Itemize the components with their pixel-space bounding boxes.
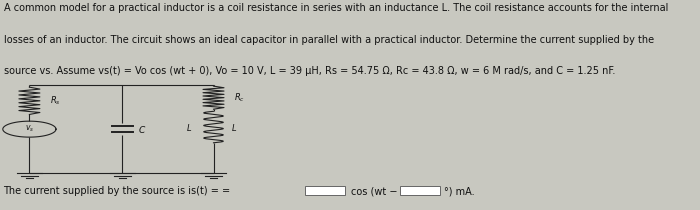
FancyBboxPatch shape bbox=[304, 186, 345, 195]
Text: $L$: $L$ bbox=[186, 122, 193, 133]
Text: source vs. Assume vs(t) = Vo cos (wt + 0), Vo = 10 V, L = 39 μH, Rs = 54.75 Ω, R: source vs. Assume vs(t) = Vo cos (wt + 0… bbox=[4, 66, 615, 76]
Text: The current supplied by the source is is(t) = =: The current supplied by the source is is… bbox=[4, 186, 230, 196]
Text: A common model for a practical inductor is a coil resistance in series with an i: A common model for a practical inductor … bbox=[4, 3, 668, 13]
Text: °) mA.: °) mA. bbox=[444, 186, 475, 196]
Text: cos (wt −: cos (wt − bbox=[351, 186, 397, 196]
Text: losses of an inductor. The circuit shows an ideal capacitor in parallel with a p: losses of an inductor. The circuit shows… bbox=[4, 35, 654, 45]
Text: $v_s$: $v_s$ bbox=[25, 124, 34, 134]
Text: $L$: $L$ bbox=[231, 122, 237, 133]
Text: $R_c$: $R_c$ bbox=[234, 91, 246, 104]
FancyBboxPatch shape bbox=[400, 186, 440, 195]
Text: $R_s$: $R_s$ bbox=[50, 94, 61, 107]
Text: $C$: $C$ bbox=[138, 124, 146, 135]
